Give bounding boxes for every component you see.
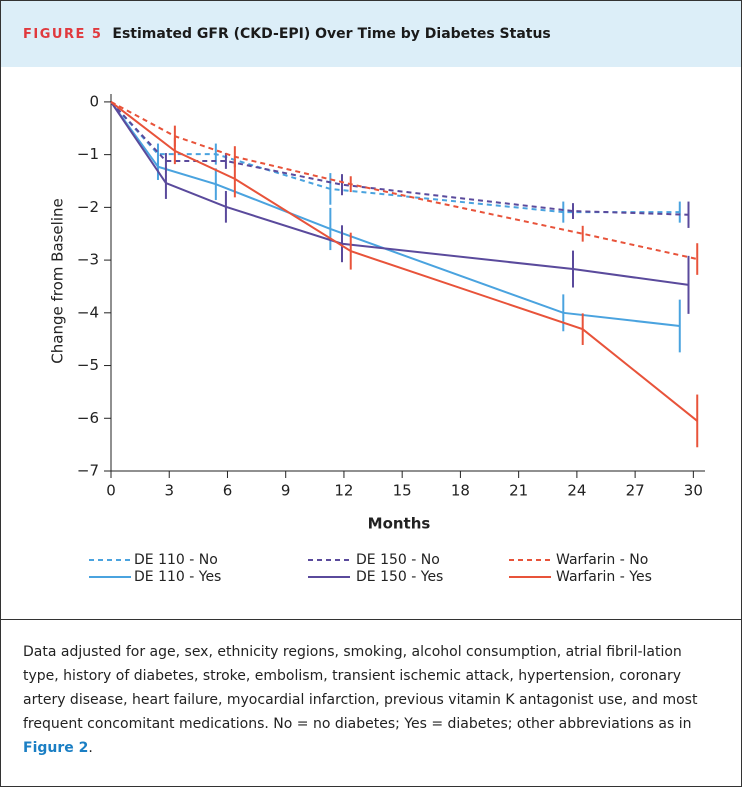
x-tick-label: 9 xyxy=(281,482,291,500)
caption-end: . xyxy=(88,740,93,756)
y-tick-label: −3 xyxy=(77,251,99,269)
x-tick-label: 24 xyxy=(567,482,586,500)
x-tick-label: 6 xyxy=(223,482,233,500)
y-tick-label: −6 xyxy=(77,409,99,427)
caption-link[interactable]: Figure 2 xyxy=(23,740,89,756)
series-line xyxy=(110,101,689,216)
caption: Data adjusted for age, sex, ethnicity re… xyxy=(1,619,741,760)
x-tick-label: 12 xyxy=(334,482,353,500)
x-axis-title: Months xyxy=(368,515,431,533)
legend-label: DE 150 - No xyxy=(356,552,440,568)
legend-label: Warfarin - No xyxy=(556,552,648,568)
legend-label: DE 110 - No xyxy=(134,552,218,568)
legend-label: Warfarin - Yes xyxy=(556,569,652,585)
series-line xyxy=(110,101,680,327)
chart: Months Change from Baseline 0 −1 −2 −3 −4 −5 −… xyxy=(49,92,705,585)
caption-text: Data adjusted for age, sex, ethnicity re… xyxy=(23,644,698,732)
x-tick-label: 27 xyxy=(626,482,645,500)
figure-header: FIGURE 5 Estimated GFR (CKD-EPI) Over Ti… xyxy=(1,1,741,67)
x-tick-label: 3 xyxy=(164,482,174,500)
y-tick-label: −7 xyxy=(77,462,99,480)
y-tick-label: −2 xyxy=(77,198,99,216)
series-line xyxy=(110,101,689,286)
y-tick-label: −4 xyxy=(77,303,99,321)
y-tick-label: −5 xyxy=(77,356,99,374)
y-tick-label: 0 xyxy=(89,92,99,110)
legend-label: DE 150 - Yes xyxy=(356,569,443,585)
x-tick-label: 0 xyxy=(106,482,116,500)
series-line xyxy=(110,101,698,261)
legend-label: DE 110 - Yes xyxy=(134,569,221,585)
figure-title: Estimated GFR (CKD-EPI) Over Time by Dia… xyxy=(112,26,551,42)
figure-label: FIGURE 5 xyxy=(23,26,103,42)
x-tick-label: 30 xyxy=(684,482,703,500)
y-axis-title: Change from Baseline xyxy=(49,198,67,363)
x-tick-label: 18 xyxy=(451,482,470,500)
x-tick-label: 21 xyxy=(509,482,528,500)
x-tick-label: 15 xyxy=(393,482,412,500)
series-line xyxy=(110,101,698,422)
y-tick-label: −1 xyxy=(77,145,99,163)
